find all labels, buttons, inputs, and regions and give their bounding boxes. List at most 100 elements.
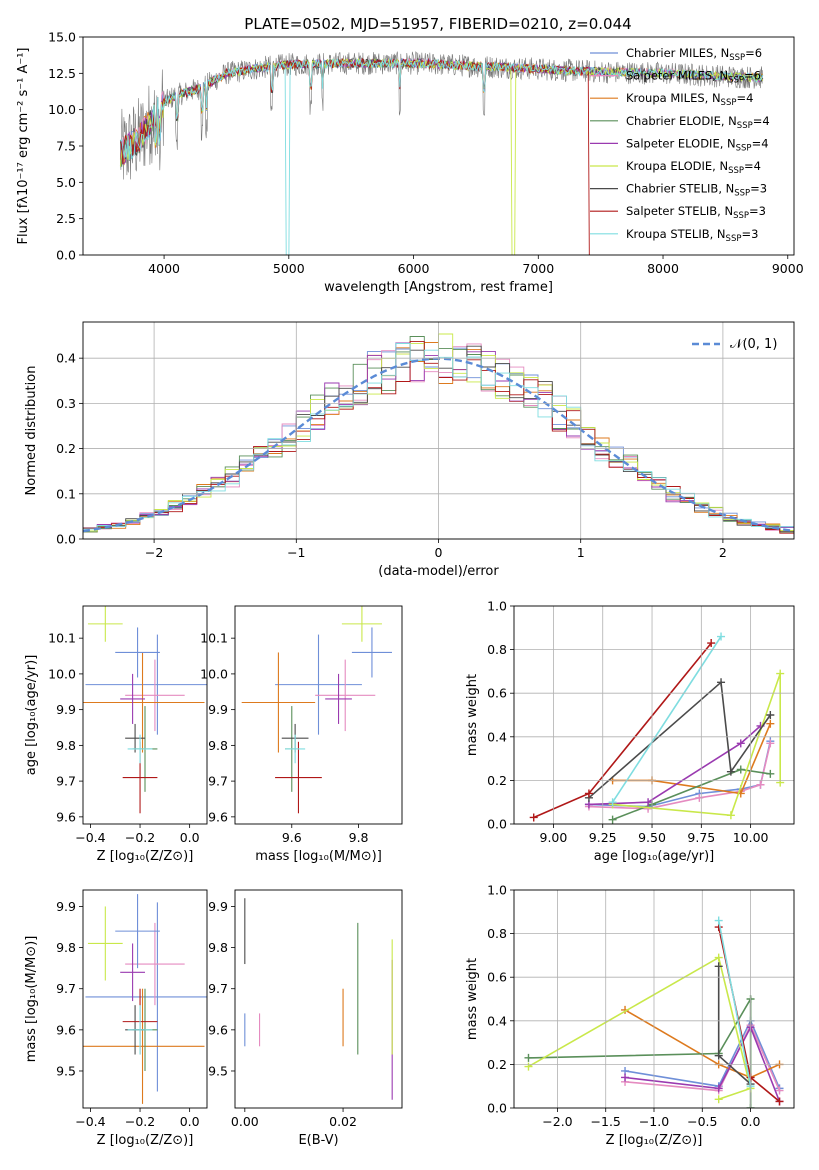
y-tick-label: 0.4: [487, 729, 507, 744]
legend-nssp: =3: [741, 227, 758, 241]
legend-subscript: SSP: [733, 211, 749, 221]
weight-point-marker: [529, 813, 538, 822]
data-point: [275, 741, 322, 814]
y-tick-label: 9.6: [208, 1022, 228, 1037]
weight-point-marker: [766, 711, 775, 719]
weight-series-line: [588, 743, 772, 810]
legend-entry: Salpeter MILES, NSSP=6: [626, 69, 761, 86]
y-tick-label: 10.0: [200, 666, 228, 681]
weight-series-line: [624, 1009, 780, 1079]
y-tick-label: 1.0: [487, 599, 507, 614]
y-tick-label: 5.0: [56, 175, 76, 190]
y-tick-label: 0.0: [56, 532, 76, 547]
legend-nssp: =4: [744, 159, 761, 173]
weight-series-line: [717, 920, 752, 1087]
data-point: [125, 723, 145, 753]
legend-subscript: SSP: [728, 76, 744, 86]
weight-point-marker: [736, 765, 745, 774]
x-tick-label: −1.0: [639, 1114, 669, 1129]
weight-point-marker: [584, 789, 593, 798]
residuals-panel: −2 −1 0 1 2 0.0 0.1 0.2 0.3 0.4 (data-model)/error…: [24, 321, 795, 579]
x-tick-label: −1.5: [591, 1114, 621, 1129]
data-point: [120, 673, 145, 724]
y-tick-label: 1.0: [487, 883, 507, 898]
y-tick-label: 9.6: [56, 1022, 76, 1037]
data-point: [83, 652, 205, 753]
y-tick-label: 9.5: [56, 1063, 76, 1078]
age_vs_Z-plot-area: [83, 606, 207, 814]
legend-nssp: =3: [749, 204, 766, 218]
weight-point-marker: [766, 719, 775, 728]
data-point: [125, 922, 185, 1006]
x-tick-label: 0.0: [180, 1114, 200, 1129]
data-point: [85, 902, 207, 1092]
weight-point-marker: [524, 1062, 533, 1071]
weight-point-marker: [736, 739, 745, 748]
age_vs_mass-frame: [234, 605, 403, 825]
weight-point-marker: [717, 678, 726, 687]
weight-point-marker: [714, 1095, 723, 1104]
x-tick-label: 9.50: [638, 830, 666, 845]
legend-entry: 𝒩(0, 1): [730, 337, 777, 352]
x-tick-label: −0.2: [125, 1114, 155, 1129]
age_vs_mass-plot-area: [241, 606, 392, 814]
data-point: [125, 659, 185, 732]
weight-series-line: [612, 673, 782, 817]
y-tick-label: 9.7: [56, 774, 76, 789]
y-axis-label: Flux [fλ10⁻¹⁷ erg cm⁻² s⁻¹ A⁻¹]: [16, 48, 31, 245]
y-tick-label: 0.0: [56, 248, 76, 263]
x-tick-label: 9.00: [540, 830, 568, 845]
x-tick-label: −0.2: [125, 830, 155, 845]
data-point: [325, 673, 352, 724]
x-tick-label: 10.00: [733, 830, 769, 845]
legend-entry: Kroupa MILES, NSSP=4: [626, 91, 753, 108]
data-point: [83, 988, 205, 1104]
x-tick-label: 8000: [647, 261, 679, 276]
x-tick-label: 9.75: [687, 830, 715, 845]
weight-point-marker: [707, 639, 716, 648]
y-axis-label: age [log₁₀(age/yr)]: [24, 655, 39, 776]
data-point: [127, 1005, 153, 1055]
weight-point-marker: [714, 1084, 723, 1093]
spectrum-plot-area: [119, 51, 764, 255]
weight-point-marker: [717, 632, 726, 641]
weight-point-marker: [775, 1097, 784, 1106]
x-tick-label: 7000: [522, 261, 554, 276]
data-point: [127, 734, 153, 764]
legend-nssp: =6: [745, 46, 762, 60]
y-tick-label: 0.2: [56, 441, 76, 456]
x-tick-label: 0: [435, 545, 443, 560]
data-point: [85, 634, 207, 735]
weight-series-line: [611, 636, 722, 803]
x-tick-label: 1: [577, 545, 585, 560]
data-point: [285, 734, 306, 764]
x-tick-label: 9.6: [282, 830, 302, 845]
weight-point-marker: [726, 767, 735, 776]
weight-point-marker: [644, 798, 653, 807]
legend-entry: Chabrier STELIB, NSSP=3: [626, 182, 767, 199]
x-tick-label: 0.0: [180, 830, 200, 845]
legend-subscript: SSP: [734, 189, 750, 199]
x-tick-label: 2: [719, 545, 727, 560]
legend-entry: Salpeter STELIB, NSSP=3: [626, 204, 766, 221]
legend-subscript: SSP: [728, 166, 744, 176]
x-axis-label: Z [log₁₀(Z/Z⊙)]: [97, 1133, 194, 1148]
data-point: [120, 943, 145, 1002]
data-point: [87, 906, 123, 981]
y-tick-label: 9.6: [56, 809, 76, 824]
spectrum-legend: Chabrier MILES, NSSP=6 Salpeter MILES, NS…: [590, 46, 770, 244]
y-tick-label: 0.3: [56, 396, 76, 411]
x-tick-label: 9.8: [349, 830, 369, 845]
weight_vs_age-plot-area: [529, 632, 785, 824]
data-point: [241, 652, 316, 753]
y-tick-label: 9.8: [56, 940, 76, 955]
y-tick-label: 9.8: [56, 738, 76, 753]
legend-entry: Kroupa ELODIE, NSSP=4: [626, 159, 761, 176]
data-point: [275, 634, 362, 735]
y-tick-label: 7.5: [56, 139, 76, 154]
data-point: [315, 659, 376, 732]
weight-point-marker: [726, 811, 735, 820]
mass_vs_ebv-panel: 0.00 0.02 9.5 9.6 9.7 9.8 9.9 E(B-V): [208, 889, 403, 1148]
figure-title: PLATE=0502, MJD=51957, FIBERID=0210, z=0…: [244, 15, 631, 33]
